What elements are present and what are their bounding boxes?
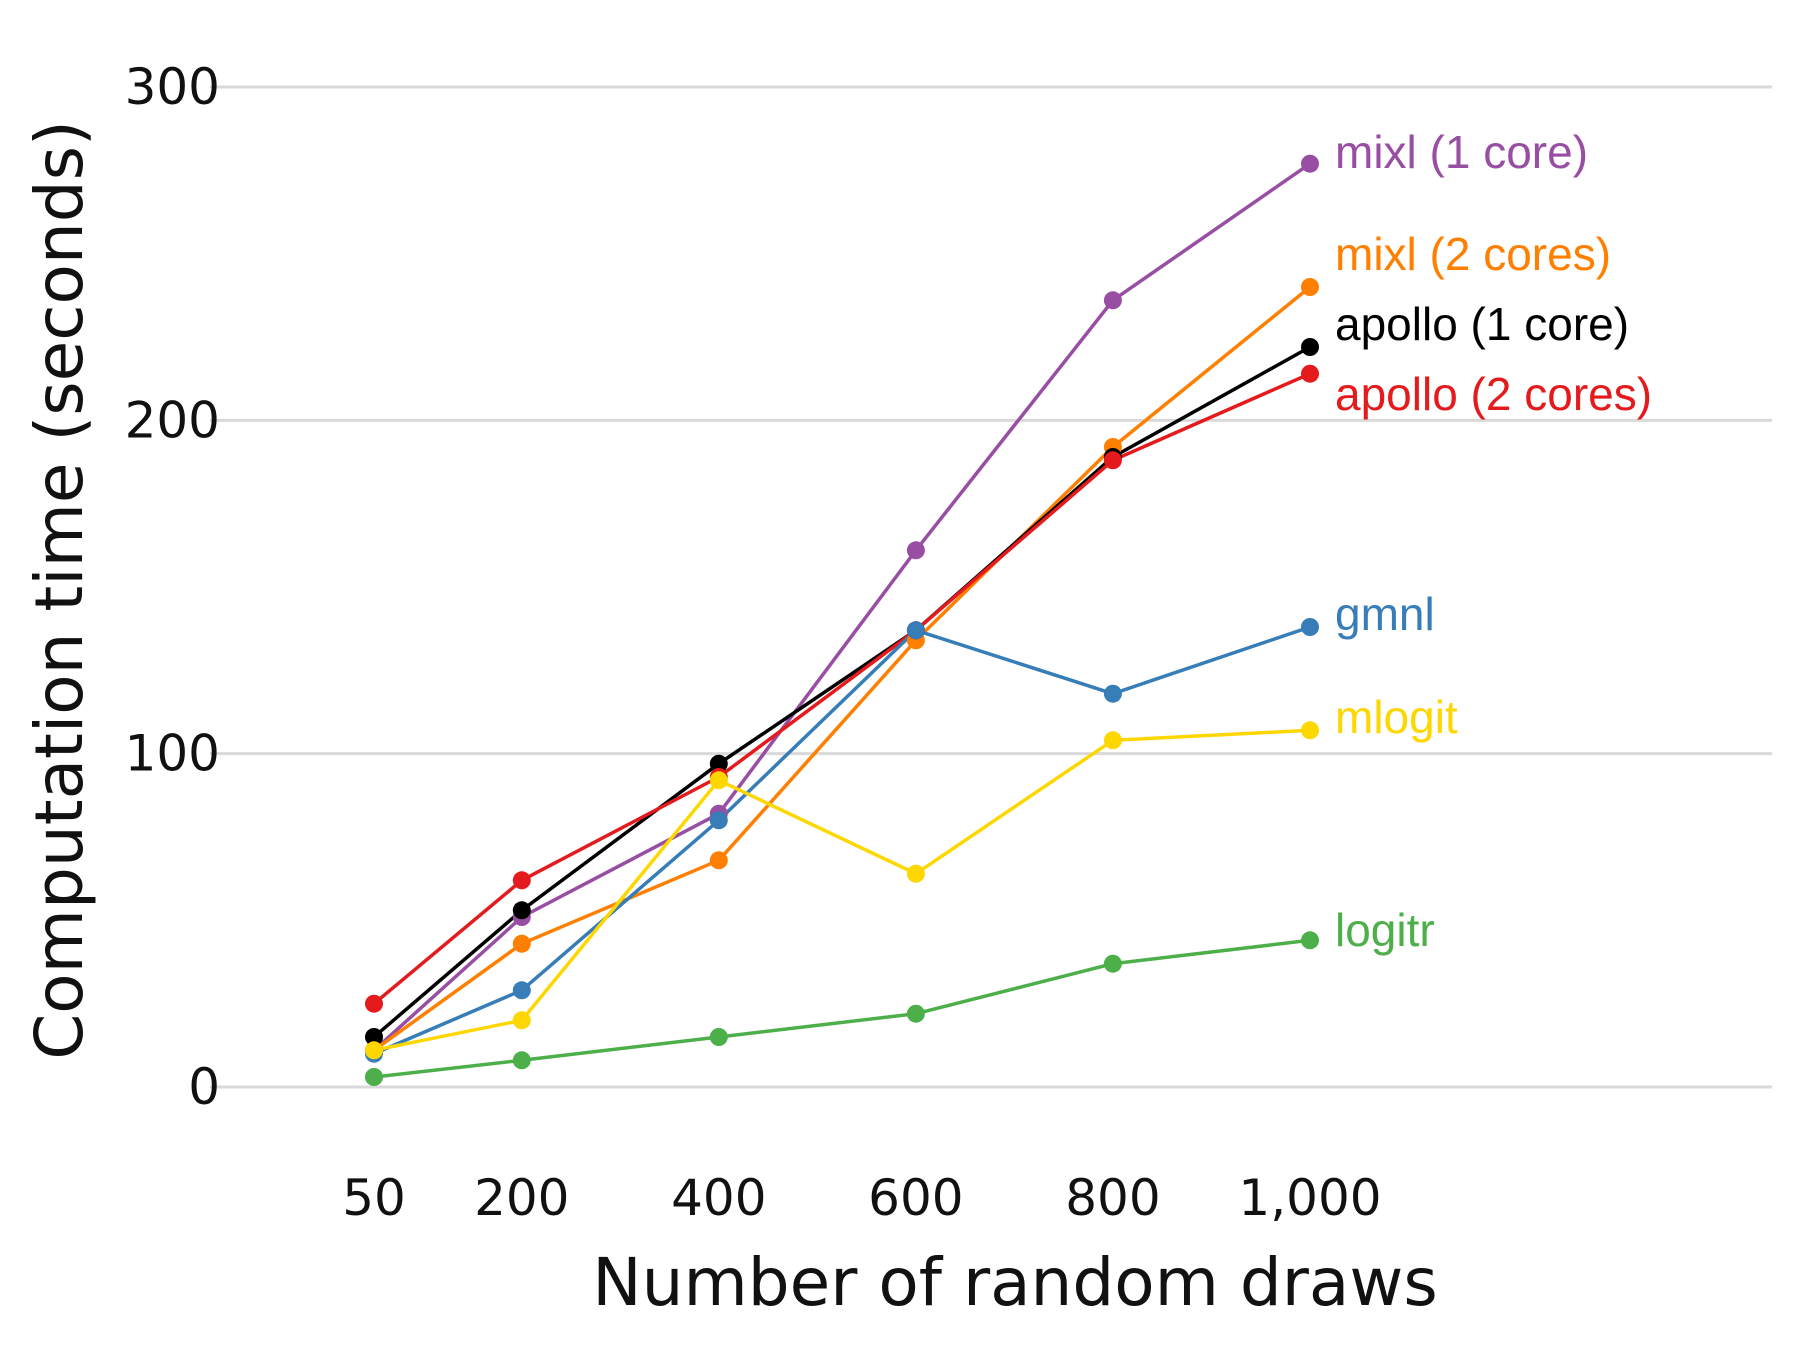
data-point [365, 1068, 383, 1086]
y-tick-label: 100 [125, 725, 220, 783]
series-label: logitr [1335, 904, 1435, 956]
series-points [365, 154, 1319, 1086]
data-point [906, 864, 925, 883]
y-tick-label: 0 [188, 1058, 220, 1116]
x-tick-label: 1,000 [1238, 1169, 1381, 1227]
data-point [906, 541, 925, 560]
y-axis-title: Computation time (seconds) [21, 120, 98, 1060]
series-labels: mixl (1 core) mixl (2 cores) apollo (1 cor… [1335, 126, 1652, 956]
series-label: mixl (2 cores) [1335, 228, 1611, 280]
data-point [1301, 364, 1319, 383]
x-tick-label: 800 [1065, 1169, 1160, 1227]
series-line-0 [372, 161, 1312, 1053]
data-point [1301, 618, 1319, 636]
data-point [709, 1028, 728, 1046]
data-point [1301, 278, 1319, 296]
x-tick-label: 50 [342, 1169, 406, 1227]
series-line-6 [372, 938, 1312, 1079]
x-tick-label: 200 [474, 1169, 569, 1227]
data-point [512, 1051, 531, 1070]
series-label: mlogit [1335, 691, 1458, 743]
series-lines [372, 161, 1312, 1079]
series-line-5 [372, 728, 1312, 1053]
data-point [365, 1041, 383, 1060]
gridlines [210, 85, 1772, 1089]
data-point [1103, 684, 1122, 703]
x-tick-label: 400 [671, 1169, 766, 1227]
series-label: gmnl [1335, 588, 1435, 640]
data-point [512, 1011, 531, 1030]
series-line-2 [372, 345, 1312, 1039]
tick-labels: 0 100 200 300 50 200 400 600 800 1,000 [125, 58, 1382, 1227]
data-point [512, 934, 531, 953]
data-point [365, 994, 383, 1013]
data-point [1103, 291, 1122, 310]
series-label: mixl (1 core) [1335, 126, 1588, 178]
data-point [365, 1028, 383, 1046]
data-point [1301, 931, 1319, 950]
series-line-3 [372, 371, 1312, 1006]
x-tick-label: 600 [868, 1169, 963, 1227]
series-label: apollo (2 cores) [1335, 368, 1652, 420]
data-point [709, 754, 728, 773]
data-point [906, 1004, 925, 1023]
data-point [1301, 154, 1319, 173]
data-point [512, 871, 531, 890]
x-axis-title: Number of random draws [592, 1244, 1438, 1321]
data-point [1301, 721, 1319, 740]
series-label: apollo (1 core) [1335, 298, 1629, 350]
series-line-1 [372, 285, 1312, 1053]
data-point [512, 901, 531, 920]
y-tick-label: 300 [125, 58, 220, 116]
data-point [1103, 451, 1122, 470]
data-point [512, 981, 531, 1000]
data-point [1301, 338, 1319, 356]
data-point [709, 771, 728, 790]
data-point [709, 811, 728, 830]
y-tick-label: 200 [125, 391, 220, 449]
data-point [709, 851, 728, 870]
data-point [906, 621, 925, 640]
data-point [1103, 731, 1122, 750]
series-line-4 [372, 625, 1312, 1056]
data-point [1103, 954, 1122, 973]
